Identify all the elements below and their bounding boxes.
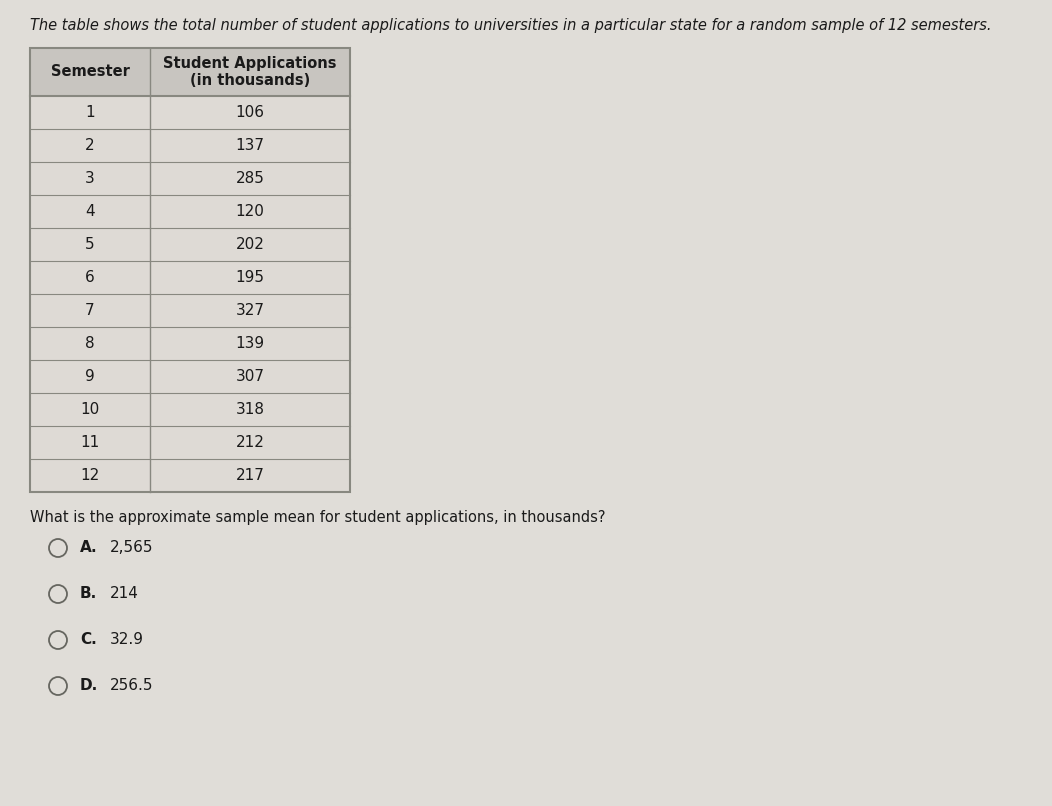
Text: 106: 106 xyxy=(236,105,264,120)
Text: 7: 7 xyxy=(85,303,95,318)
Bar xyxy=(31,129,350,162)
Text: 217: 217 xyxy=(236,468,264,483)
Text: 2,565: 2,565 xyxy=(110,541,154,555)
Text: 307: 307 xyxy=(236,369,264,384)
Text: 214: 214 xyxy=(110,587,139,601)
Text: 195: 195 xyxy=(236,270,264,285)
Bar xyxy=(31,195,350,228)
Text: Semester: Semester xyxy=(50,64,129,80)
Text: 8: 8 xyxy=(85,336,95,351)
Bar xyxy=(31,426,350,459)
Text: 327: 327 xyxy=(236,303,264,318)
Text: A.: A. xyxy=(80,541,98,555)
Bar xyxy=(31,459,350,492)
Text: 202: 202 xyxy=(236,237,264,252)
Text: 285: 285 xyxy=(236,171,264,186)
Text: 4: 4 xyxy=(85,204,95,219)
Text: 11: 11 xyxy=(80,435,100,450)
Bar xyxy=(31,162,350,195)
Text: 3: 3 xyxy=(85,171,95,186)
Text: 256.5: 256.5 xyxy=(110,679,154,693)
Bar xyxy=(31,228,350,261)
Text: 139: 139 xyxy=(236,336,264,351)
Text: B.: B. xyxy=(80,587,97,601)
Text: 6: 6 xyxy=(85,270,95,285)
Text: 2: 2 xyxy=(85,138,95,153)
Text: 10: 10 xyxy=(80,402,100,417)
Text: 318: 318 xyxy=(236,402,264,417)
Text: D.: D. xyxy=(80,679,98,693)
Bar xyxy=(31,96,350,129)
Bar xyxy=(31,48,350,492)
Text: C.: C. xyxy=(80,633,97,647)
Text: The table shows the total number of student applications to universities in a pa: The table shows the total number of stud… xyxy=(31,18,991,33)
Bar xyxy=(31,360,350,393)
Bar xyxy=(31,48,350,96)
Text: Student Applications
(in thousands): Student Applications (in thousands) xyxy=(163,56,337,88)
Bar xyxy=(31,294,350,327)
Text: What is the approximate sample mean for student applications, in thousands?: What is the approximate sample mean for … xyxy=(31,510,606,525)
Text: 1: 1 xyxy=(85,105,95,120)
Bar xyxy=(31,261,350,294)
Bar xyxy=(31,393,350,426)
Text: 5: 5 xyxy=(85,237,95,252)
Bar xyxy=(31,327,350,360)
Text: 120: 120 xyxy=(236,204,264,219)
Text: 9: 9 xyxy=(85,369,95,384)
Text: 12: 12 xyxy=(80,468,100,483)
Text: 212: 212 xyxy=(236,435,264,450)
Text: 32.9: 32.9 xyxy=(110,633,144,647)
Text: 137: 137 xyxy=(236,138,264,153)
